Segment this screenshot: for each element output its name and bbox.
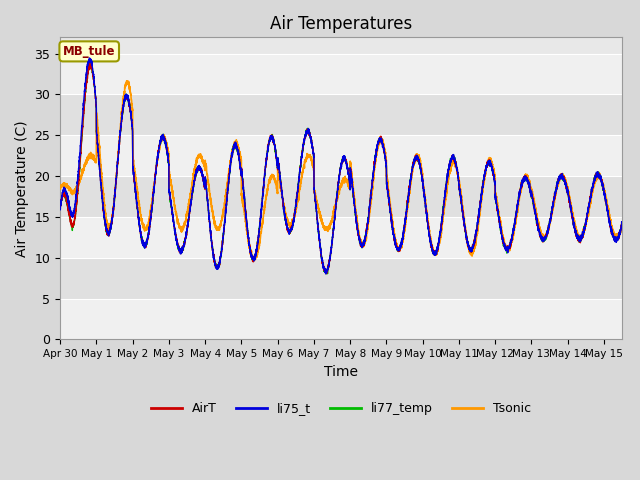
li75_t <box>615 235 623 240</box>
AirT <box>618 220 626 226</box>
Line: li77_temp: li77_temp <box>60 64 622 274</box>
Title: Air Temperatures: Air Temperatures <box>270 15 412 33</box>
Line: AirT: AirT <box>60 64 622 274</box>
li77_temp <box>333 190 341 195</box>
Tsonic <box>283 215 291 221</box>
Line: Tsonic: Tsonic <box>60 81 622 261</box>
li75_t <box>551 193 559 199</box>
Text: MB_tule: MB_tule <box>63 45 115 58</box>
li77_temp <box>283 222 291 228</box>
li75_t <box>56 207 64 213</box>
Tsonic <box>618 222 626 228</box>
li77_temp <box>595 172 603 178</box>
Tsonic <box>333 192 341 198</box>
AirT <box>333 189 341 194</box>
AirT <box>595 171 603 177</box>
li77_temp <box>615 233 623 239</box>
li75_t <box>283 223 291 229</box>
Legend: AirT, li75_t, li77_temp, Tsonic: AirT, li75_t, li77_temp, Tsonic <box>146 397 536 420</box>
li75_t <box>86 55 93 61</box>
li75_t <box>337 168 344 173</box>
li75_t <box>595 173 603 179</box>
Tsonic <box>337 183 344 189</box>
AirT <box>86 61 93 67</box>
li77_temp <box>56 206 64 212</box>
Bar <box>60 299 622 339</box>
li75_t <box>322 271 330 277</box>
li77_temp <box>551 194 559 200</box>
Y-axis label: Air Temperature (C): Air Temperature (C) <box>15 120 29 257</box>
Tsonic <box>551 196 559 202</box>
li75_t <box>618 220 626 226</box>
li77_temp <box>323 271 330 276</box>
Tsonic <box>250 258 257 264</box>
Bar <box>60 217 622 258</box>
AirT <box>283 222 291 228</box>
Tsonic <box>615 232 623 238</box>
X-axis label: Time: Time <box>324 365 358 379</box>
Tsonic <box>123 78 131 84</box>
Bar <box>60 95 622 135</box>
Line: li75_t: li75_t <box>60 58 622 274</box>
AirT <box>322 271 330 276</box>
Bar <box>60 176 622 217</box>
AirT <box>56 204 64 209</box>
AirT <box>337 166 344 171</box>
Bar <box>60 258 622 299</box>
li75_t <box>333 187 341 193</box>
AirT <box>551 190 559 196</box>
AirT <box>615 233 623 239</box>
li77_temp <box>618 222 626 228</box>
Bar <box>60 135 622 176</box>
Tsonic <box>56 184 64 190</box>
li77_temp <box>86 61 94 67</box>
Tsonic <box>595 174 603 180</box>
Bar <box>60 54 622 95</box>
li77_temp <box>337 165 344 170</box>
